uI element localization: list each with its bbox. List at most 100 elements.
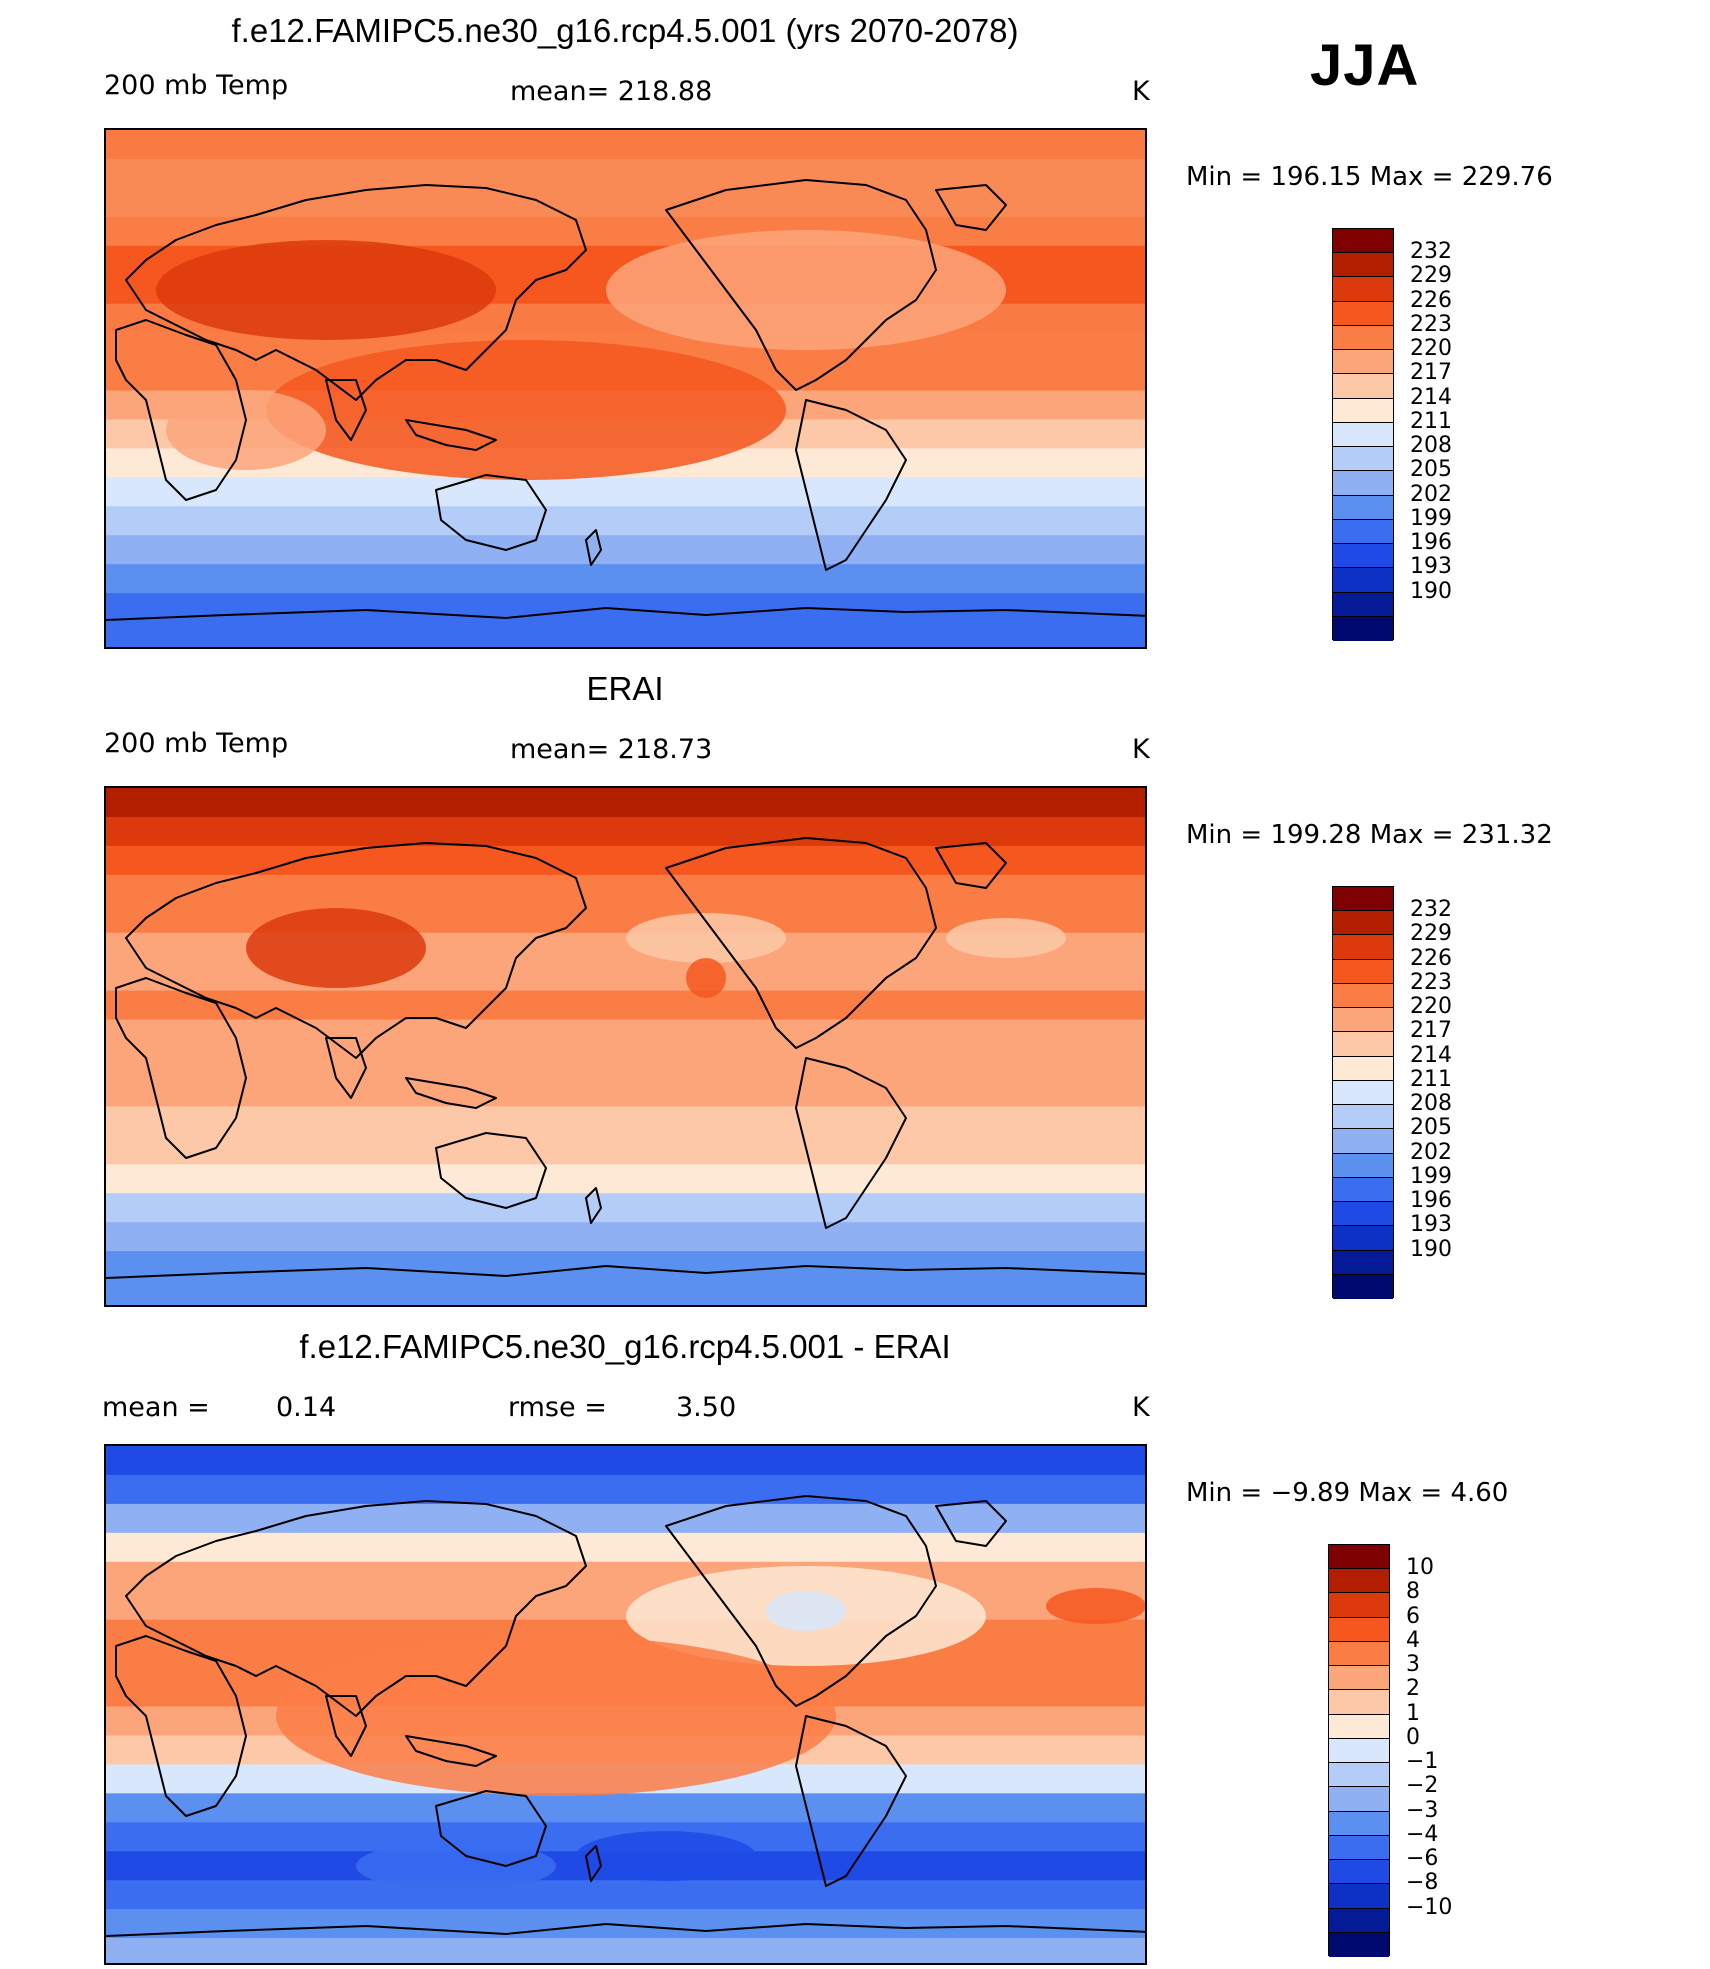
coastline (665, 1495, 937, 1707)
colorbar-swatch (1333, 350, 1393, 375)
colorbar-tick-label: −3 (1406, 1797, 1439, 1823)
colorbar-tick-label: 193 (1410, 1212, 1452, 1238)
colorbar-tick-label: 229 (1410, 263, 1452, 289)
colorbar-tick-label: 220 (1410, 336, 1452, 362)
colorbar-tick-label: 229 (1410, 921, 1452, 947)
contour-region (1046, 1588, 1145, 1624)
panel-model-colorbar (1332, 228, 1394, 641)
colorbar-tick-label: 211 (1410, 408, 1452, 434)
colorbar-swatch (1329, 1714, 1389, 1739)
contour-band (106, 1561, 1145, 1592)
coastline (405, 1077, 497, 1109)
colorbar-swatch (1329, 1617, 1389, 1642)
contour-region (156, 240, 496, 340)
colorbar-swatch (1329, 1641, 1389, 1667)
colorbar-swatch (1333, 1008, 1393, 1033)
colorbar-swatch (1333, 495, 1393, 520)
contour-band (106, 535, 1145, 566)
contour-region (576, 1831, 756, 1881)
coastline (435, 1132, 547, 1209)
colorbar-swatch (1329, 1811, 1389, 1836)
contour-region (246, 908, 426, 988)
coastline (125, 184, 587, 401)
contour-band (106, 1135, 1145, 1166)
panel-diff-units: K (1132, 1392, 1150, 1423)
colorbar-swatch (1329, 1884, 1389, 1909)
contour-band (106, 564, 1145, 595)
colorbar-tick-label: 223 (1410, 311, 1452, 337)
colorbar-tick-label: 226 (1410, 945, 1452, 971)
colorbar-tick-label: 232 (1410, 239, 1452, 265)
contour-band (106, 1474, 1145, 1505)
colorbar-swatch (1333, 1202, 1393, 1227)
contour-band (106, 1503, 1145, 1534)
panel-model-units: K (1132, 76, 1150, 107)
colorbar-swatch (1333, 959, 1393, 984)
obs-contour-map (106, 788, 1145, 1305)
contour-band (106, 1193, 1145, 1224)
colorbar-swatch (1333, 374, 1393, 399)
colorbar-tick-label: 4 (1406, 1627, 1420, 1653)
contour-band (106, 874, 1145, 905)
contour-region (946, 918, 1066, 958)
colorbar-tick-label: 190 (1410, 1236, 1452, 1262)
contour-band (106, 477, 1145, 508)
contour-region (626, 913, 786, 963)
colorbar-tick-label: 211 (1410, 1066, 1452, 1092)
panel-obs-title: ERAI (586, 670, 664, 707)
colorbar-swatch (1333, 1153, 1393, 1178)
colorbar-swatch (1333, 887, 1393, 912)
contour-band (106, 1164, 1145, 1195)
contour-band (106, 187, 1145, 218)
colorbar-tick-label: 217 (1410, 360, 1452, 386)
contour-band (106, 816, 1145, 847)
coastline (935, 1500, 1007, 1547)
colorbar-swatch (1329, 1932, 1389, 1957)
panel-diff-rmse-label: rmse = (508, 1392, 607, 1423)
panel-diff-title: f.e12.FAMIPC5.ne30_g16.rcp4.5.001 - ERAI (299, 1328, 951, 1365)
colorbar-tick-label: −6 (1406, 1846, 1439, 1872)
panel-model-mean-label: mean= 218.88 (510, 76, 713, 107)
contour-band (106, 1280, 1145, 1305)
colorbar-swatch (1333, 1080, 1393, 1106)
panel-obs-mean-label: mean= 218.73 (510, 734, 713, 765)
colorbar-swatch (1333, 301, 1393, 326)
contour-region (356, 1841, 556, 1891)
colorbar-tick-label: 193 (1410, 554, 1452, 580)
coastline (325, 1037, 367, 1099)
colorbar-tick-label: 214 (1410, 384, 1452, 410)
panel-diff-map (104, 1444, 1147, 1965)
panel-obs-colorbar (1332, 886, 1394, 1299)
contour-band (106, 1446, 1145, 1476)
contour-region (686, 958, 726, 998)
panel-obs-units: K (1132, 734, 1150, 765)
colorbar-swatch (1333, 1250, 1393, 1275)
contour-band (106, 130, 1145, 160)
colorbar-swatch (1329, 1787, 1389, 1812)
colorbar-tick-label: 196 (1410, 530, 1452, 556)
colorbar-swatch (1333, 616, 1393, 641)
coastline (405, 1735, 497, 1767)
contour-band (106, 593, 1145, 624)
coastline (115, 319, 247, 501)
colorbar-swatch (1333, 422, 1393, 448)
contour-band (106, 1077, 1145, 1108)
diff-contour-map (106, 1446, 1145, 1963)
colorbar-tick-label: 199 (1410, 505, 1452, 531)
panel-obs-map (104, 786, 1147, 1307)
colorbar-swatch (1333, 447, 1393, 472)
colorbar-tick-label: 232 (1410, 897, 1452, 923)
colorbar-swatch (1333, 1274, 1393, 1299)
colorbar-swatch (1329, 1763, 1389, 1788)
colorbar-swatch (1333, 592, 1393, 617)
colorbar-swatch (1333, 519, 1393, 545)
colorbar-swatch (1333, 544, 1393, 569)
colorbar-swatch (1329, 1593, 1389, 1618)
colorbar-tick-label: 6 (1406, 1603, 1420, 1629)
colorbar-swatch (1329, 1835, 1389, 1861)
coastline (935, 184, 1007, 231)
colorbar-swatch (1333, 1129, 1393, 1154)
contour-band (106, 1793, 1145, 1824)
contour-region (276, 1636, 836, 1796)
colorbar-swatch (1329, 1666, 1389, 1691)
